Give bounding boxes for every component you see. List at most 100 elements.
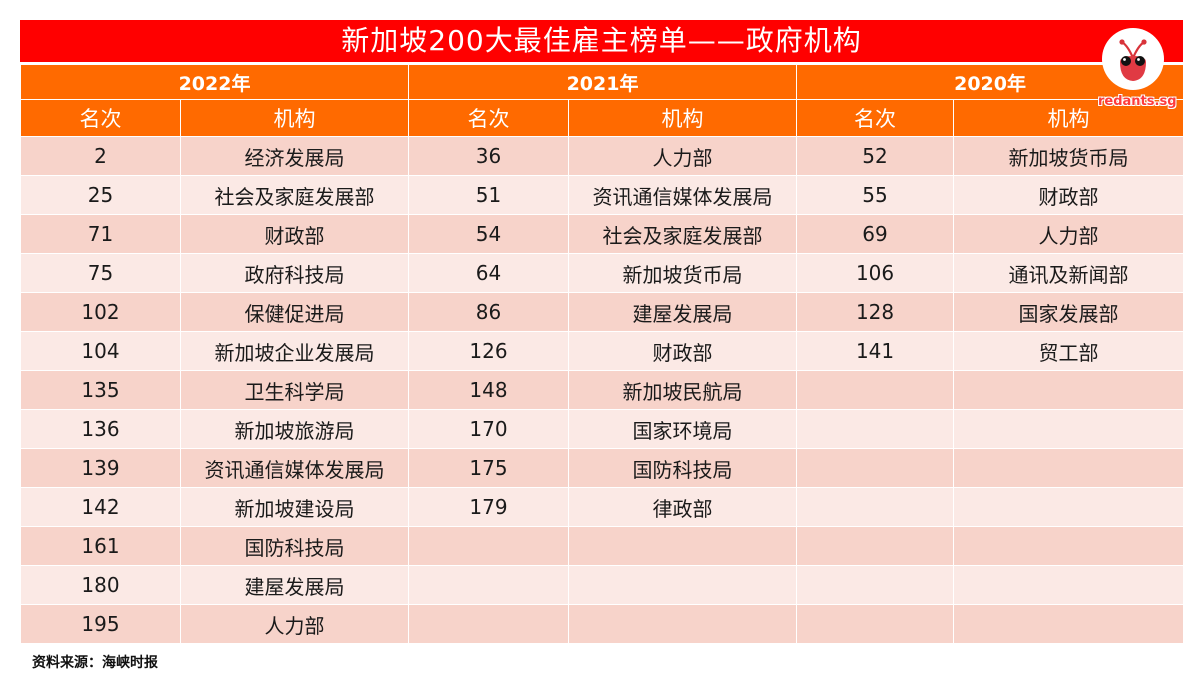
org-2021-cell: 国家环境局 [568, 409, 798, 449]
org-2021-cell: 人力部 [568, 136, 798, 176]
org-2022-cell: 经济发展局 [179, 136, 410, 176]
org-2022-cell: 政府科技局 [179, 253, 410, 293]
rank-2021-cell [408, 604, 570, 644]
org-2021-cell: 新加坡货币局 [568, 253, 798, 293]
org-2020-cell: 通讯及新闻部 [953, 253, 1185, 293]
rank-2022-cell: 135 [20, 370, 181, 410]
rank-header-2020: 名次 [796, 99, 955, 137]
org-2020-cell: 新加坡货币局 [953, 136, 1185, 176]
rank-2021-cell [408, 526, 570, 566]
rank-header-2022: 名次 [20, 99, 181, 137]
org-header-2020: 机构 [953, 99, 1185, 137]
source-note: 资料来源：海峡时报 [32, 655, 158, 671]
rank-2022-cell: 2 [20, 136, 181, 176]
rank-2021-cell: 54 [408, 214, 570, 254]
table-body: 2 经济发展局 36 人力部 52 新加坡货币局 25 社会及家庭发展部 51 资讯通信媒体发展局… [20, 136, 1185, 644]
rank-2020-cell [796, 565, 955, 605]
column-header-row: 名次 机构 名次 机构 名次 机构 [20, 99, 1185, 137]
org-2022-cell: 新加坡旅游局 [179, 409, 410, 449]
rank-2022-cell: 75 [20, 253, 181, 293]
table-row: 142 新加坡建设局 179 律政部 [20, 487, 1185, 527]
org-2020-cell [953, 487, 1185, 527]
org-header-2021: 机构 [568, 99, 798, 137]
org-2021-cell [568, 526, 798, 566]
org-2021-cell: 新加坡民航局 [568, 370, 798, 410]
rank-2021-cell: 51 [408, 175, 570, 215]
red-ant-icon [1119, 39, 1147, 81]
org-2020-cell: 贸工部 [953, 331, 1185, 371]
rank-2020-cell [796, 370, 955, 410]
rank-2021-cell: 175 [408, 448, 570, 488]
rank-2022-cell: 104 [20, 331, 181, 371]
table-row: 136 新加坡旅游局 170 国家环境局 [20, 409, 1185, 449]
org-2021-cell: 国防科技局 [568, 448, 798, 488]
org-2022-cell: 人力部 [179, 604, 410, 644]
org-2021-cell [568, 565, 798, 605]
rank-2021-cell [408, 565, 570, 605]
table-row: 102 保健促进局 86 建屋发展局 128 国家发展部 [20, 292, 1185, 332]
rank-2021-cell: 179 [408, 487, 570, 527]
logo-text: redants.sg [1098, 94, 1177, 109]
rank-2021-cell: 86 [408, 292, 570, 332]
rank-2020-cell: 55 [796, 175, 955, 215]
org-2022-cell: 新加坡企业发展局 [179, 331, 410, 371]
org-2020-cell: 国家发展部 [953, 292, 1185, 332]
org-2022-cell: 财政部 [179, 214, 410, 254]
org-2021-cell [568, 604, 798, 644]
rank-2022-cell: 161 [20, 526, 181, 566]
rank-2020-cell: 128 [796, 292, 955, 332]
table-row: 195 人力部 [20, 604, 1185, 644]
org-2022-cell: 卫生科学局 [179, 370, 410, 410]
rank-2022-cell: 195 [20, 604, 181, 644]
table-row: 104 新加坡企业发展局 126 财政部 141 贸工部 [20, 331, 1185, 371]
org-2022-cell: 国防科技局 [179, 526, 410, 566]
rank-2021-cell: 36 [408, 136, 570, 176]
page-title: 新加坡200大最佳雇主榜单——政府机构 [20, 20, 1183, 62]
rank-2022-cell: 25 [20, 175, 181, 215]
table-row: 25 社会及家庭发展部 51 资讯通信媒体发展局 55 财政部 [20, 175, 1185, 215]
table-row: 75 政府科技局 64 新加坡货币局 106 通讯及新闻部 [20, 253, 1185, 293]
rank-2021-cell: 148 [408, 370, 570, 410]
rank-2022-cell: 71 [20, 214, 181, 254]
org-2020-cell [953, 526, 1185, 566]
year-header-2022: 2022年 [19, 64, 410, 100]
rank-2022-cell: 102 [20, 292, 181, 332]
table-row: 139 资讯通信媒体发展局 175 国防科技局 [20, 448, 1185, 488]
rank-2020-cell: 52 [796, 136, 955, 176]
rank-2021-cell: 64 [408, 253, 570, 293]
org-2021-cell: 财政部 [568, 331, 798, 371]
org-header-2022: 机构 [179, 99, 410, 137]
rank-2022-cell: 136 [20, 409, 181, 449]
rank-2022-cell: 142 [20, 487, 181, 527]
org-2021-cell: 资讯通信媒体发展局 [568, 175, 798, 215]
year-header-2021: 2021年 [408, 64, 798, 100]
ranking-table: 2022年 2021年 2020年 名次 机构 名次 机构 名次 机构 2 经济发… [19, 64, 1185, 644]
rank-2020-cell [796, 487, 955, 527]
org-2021-cell: 社会及家庭发展部 [568, 214, 798, 254]
rank-2020-cell [796, 448, 955, 488]
org-2022-cell: 社会及家庭发展部 [179, 175, 410, 215]
rank-2020-cell: 69 [796, 214, 955, 254]
org-2022-cell: 保健促进局 [179, 292, 410, 332]
rank-2021-cell: 170 [408, 409, 570, 449]
rank-2020-cell [796, 526, 955, 566]
logo-badge [1102, 28, 1164, 90]
rank-2020-cell: 106 [796, 253, 955, 293]
org-2022-cell: 新加坡建设局 [179, 487, 410, 527]
org-2021-cell: 建屋发展局 [568, 292, 798, 332]
table-row: 161 国防科技局 [20, 526, 1185, 566]
rank-2022-cell: 139 [20, 448, 181, 488]
rank-2020-cell [796, 409, 955, 449]
rank-2021-cell: 126 [408, 331, 570, 371]
org-2020-cell [953, 448, 1185, 488]
org-2022-cell: 资讯通信媒体发展局 [179, 448, 410, 488]
org-2021-cell: 律政部 [568, 487, 798, 527]
year-header-row: 2022年 2021年 2020年 [19, 64, 1185, 100]
table-row: 135 卫生科学局 148 新加坡民航局 [20, 370, 1185, 410]
org-2020-cell [953, 370, 1185, 410]
org-2020-cell [953, 565, 1185, 605]
table-row: 180 建屋发展局 [20, 565, 1185, 605]
org-2020-cell [953, 604, 1185, 644]
org-2020-cell: 人力部 [953, 214, 1185, 254]
rank-2020-cell: 141 [796, 331, 955, 371]
